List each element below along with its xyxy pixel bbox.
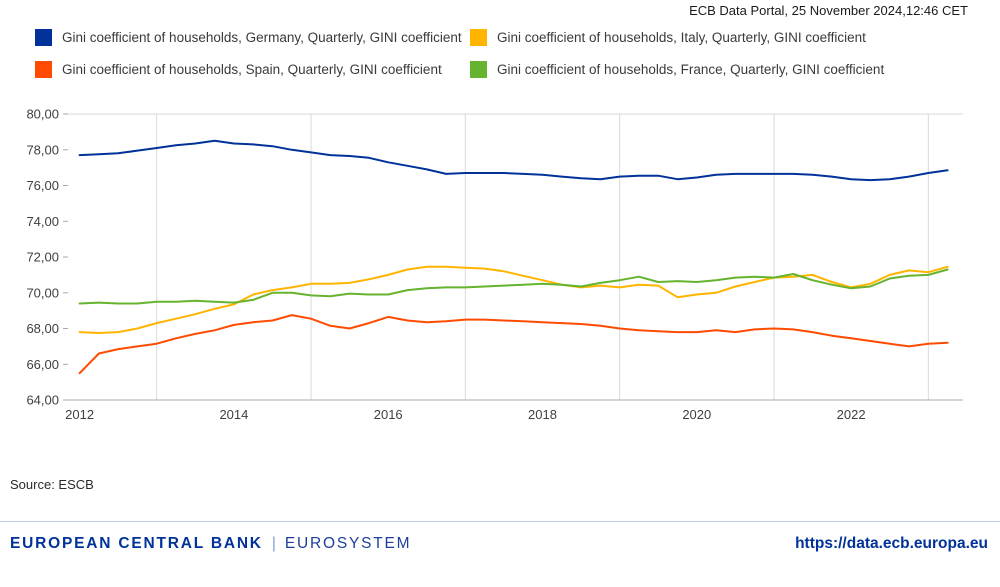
footer-divider <box>0 521 1000 522</box>
y-tick-label-78: 78,00 <box>26 142 59 157</box>
ecb-brand-bank: EUROPEAN CENTRAL BANK <box>10 535 263 552</box>
y-tick-label-70: 70,00 <box>26 285 59 300</box>
series-line-italy <box>78 265 949 334</box>
legend-swatch-germany <box>35 29 52 46</box>
ecb-brand-separator: | <box>271 535 276 552</box>
data-portal-url-link[interactable]: https://data.ecb.europa.eu <box>795 535 988 552</box>
y-tick-label-68: 68,00 <box>26 321 59 336</box>
page-title: ECB Data Portal, 25 November 2024,12:46 … <box>689 3 968 18</box>
legend-swatch-spain <box>35 61 52 78</box>
legend-item-france[interactable]: Gini coefficient of households, France, … <box>470 61 884 78</box>
gini-chart-svg: 64,00 66,00 68,00 70,00 72,00 74,00 76,00 78,00… <box>26 107 963 422</box>
ecb-brand: EUROPEAN CENTRAL BANK | EUROSYSTEM <box>10 535 411 553</box>
legend-label-germany: Gini coefficient of households, Germany,… <box>62 30 462 45</box>
x-tick-label-2012: 2012 <box>65 407 94 422</box>
x-tick-label-2014: 2014 <box>219 407 248 422</box>
source-note: Source: ESCB <box>10 477 94 492</box>
series-line-spain <box>78 314 949 375</box>
footer: EUROPEAN CENTRAL BANK | EUROSYSTEM https:/… <box>10 535 988 553</box>
legend-label-spain: Gini coefficient of households, Spain, Q… <box>62 62 442 77</box>
y-tick-label-80: 80,00 <box>26 107 59 122</box>
gini-line-chart: 64,00 66,00 68,00 70,00 72,00 74,00 76,00 78,00… <box>0 106 1000 426</box>
legend-label-france: Gini coefficient of households, France, … <box>497 62 885 77</box>
ecb-brand-eurosystem: EUROSYSTEM <box>284 535 412 552</box>
x-tick-label-2018: 2018 <box>528 407 557 422</box>
legend-swatch-italy <box>470 29 487 46</box>
y-tick-label-76: 76,00 <box>26 178 59 193</box>
y-tick-label-72: 72,00 <box>26 250 59 265</box>
y-tick-label-66: 66,00 <box>26 357 59 372</box>
chart-legend: Gini coefficient of households, Germany,… <box>35 29 884 78</box>
series-line-germany <box>78 139 949 182</box>
y-tick-label-64: 64,00 <box>26 393 59 408</box>
legend-swatch-france <box>470 61 487 78</box>
legend-item-italy[interactable]: Gini coefficient of households, Italy, Q… <box>470 29 884 46</box>
legend-item-germany[interactable]: Gini coefficient of households, Germany,… <box>35 29 470 46</box>
x-tick-label-2020: 2020 <box>682 407 711 422</box>
x-tick-label-2016: 2016 <box>374 407 403 422</box>
series-line-france <box>78 268 949 305</box>
legend-label-italy: Gini coefficient of households, Italy, Q… <box>497 30 866 45</box>
y-tick-label-74: 74,00 <box>26 214 59 229</box>
legend-item-spain[interactable]: Gini coefficient of households, Spain, Q… <box>35 61 470 78</box>
x-tick-label-2022: 2022 <box>837 407 866 422</box>
